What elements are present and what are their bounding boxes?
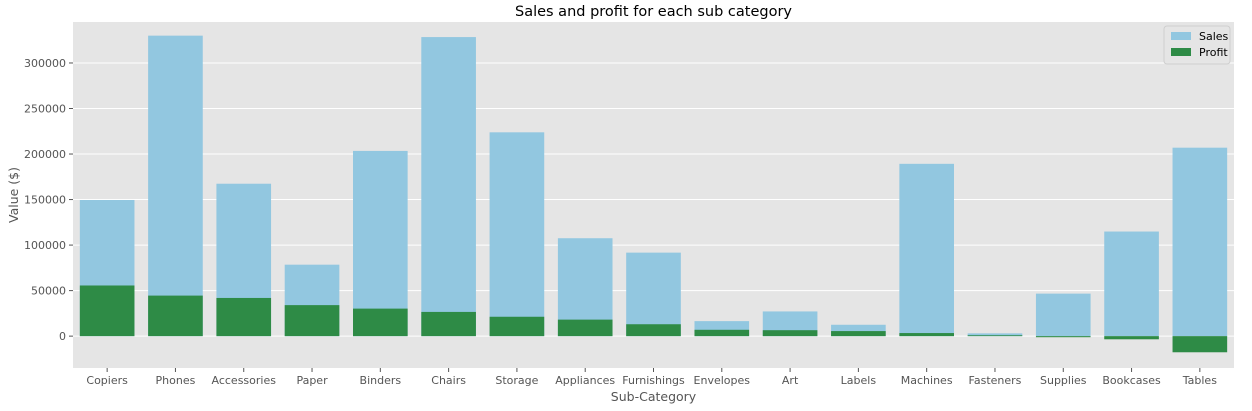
bar-profit-envelopes — [694, 329, 750, 337]
bar-sales-bookcases — [1104, 231, 1159, 337]
legend: Sales Profit — [1163, 25, 1231, 65]
bar-profit-storage — [489, 316, 545, 337]
x-tick-label: Chairs — [431, 374, 466, 387]
y-tick-label: 0 — [59, 330, 66, 343]
x-tick-label: Appliances — [555, 374, 615, 387]
bar-profit-paper — [284, 305, 340, 337]
x-tick-label: Envelopes — [694, 374, 751, 387]
x-tick-label: Copiers — [86, 374, 128, 387]
bar-profit-supplies — [1035, 336, 1091, 338]
bar-sales-chairs — [421, 37, 476, 337]
chart-title: Sales and profit for each sub category — [515, 4, 792, 20]
bar-sales-storage — [489, 132, 545, 337]
legend-label-profit: Profit — [1199, 46, 1228, 59]
bar-profit-chairs — [421, 311, 476, 337]
x-tick-label: Machines — [901, 374, 953, 387]
y-tick-label: 250000 — [24, 103, 66, 116]
x-tick-label: Supplies — [1040, 374, 1087, 387]
x-tick-label: Bookcases — [1102, 374, 1161, 387]
x-axis: Copiers Phones Accessories Paper Binders Chai… — [86, 368, 1217, 387]
bar-sales-phones — [148, 35, 203, 337]
bar-profit-copiers — [79, 285, 135, 337]
x-tick-label: Storage — [495, 374, 538, 387]
bar-sales-furnishings — [626, 252, 681, 337]
x-tick-label: Fasteners — [969, 374, 1022, 387]
bar-profit-labels — [831, 331, 886, 337]
x-tick-label: Binders — [360, 374, 402, 387]
x-tick-label: Furnishings — [622, 374, 685, 387]
x-tick-label: Tables — [1182, 374, 1217, 387]
x-axis-title: Sub-Category — [611, 389, 697, 404]
bar-series — [79, 35, 1228, 353]
bar-profit-art — [762, 330, 818, 337]
legend-label-sales: Sales — [1199, 30, 1229, 43]
y-tick-label: 150000 — [24, 194, 66, 207]
y-tick-label: 200000 — [24, 148, 66, 161]
bar-profit-binders — [353, 308, 408, 337]
legend-swatch-sales — [1171, 32, 1191, 40]
bar-sales-supplies — [1035, 293, 1091, 337]
bar-sales-machines — [899, 163, 954, 337]
y-axis: 0 50000 100000 150000 200000 250000 300000 — [24, 57, 73, 343]
bar-profit-furnishings — [626, 324, 681, 337]
y-axis-title: Value ($) — [6, 167, 21, 223]
bar-profit-bookcases — [1104, 336, 1159, 340]
x-tick-label: Phones — [156, 374, 196, 387]
legend-swatch-profit — [1171, 48, 1191, 56]
bar-profit-fasteners — [967, 335, 1023, 337]
bar-sales-binders — [353, 150, 408, 337]
bar-sales-tables — [1172, 147, 1228, 337]
bar-profit-tables — [1172, 336, 1228, 353]
x-tick-label: Art — [782, 374, 799, 387]
bar-profit-phones — [148, 295, 203, 337]
x-tick-label: Paper — [296, 374, 328, 387]
y-tick-label: 50000 — [31, 285, 66, 298]
y-tick-label: 100000 — [24, 239, 66, 252]
bar-sales-labels — [831, 324, 886, 337]
bar-sales-fasteners — [967, 333, 1023, 337]
y-tick-label: 300000 — [24, 57, 66, 70]
x-tick-label: Accessories — [212, 374, 277, 387]
bar-profit-machines — [899, 333, 954, 337]
x-tick-label: Labels — [841, 374, 877, 387]
bar-profit-accessories — [216, 297, 272, 337]
bar-profit-appliances — [557, 319, 613, 337]
